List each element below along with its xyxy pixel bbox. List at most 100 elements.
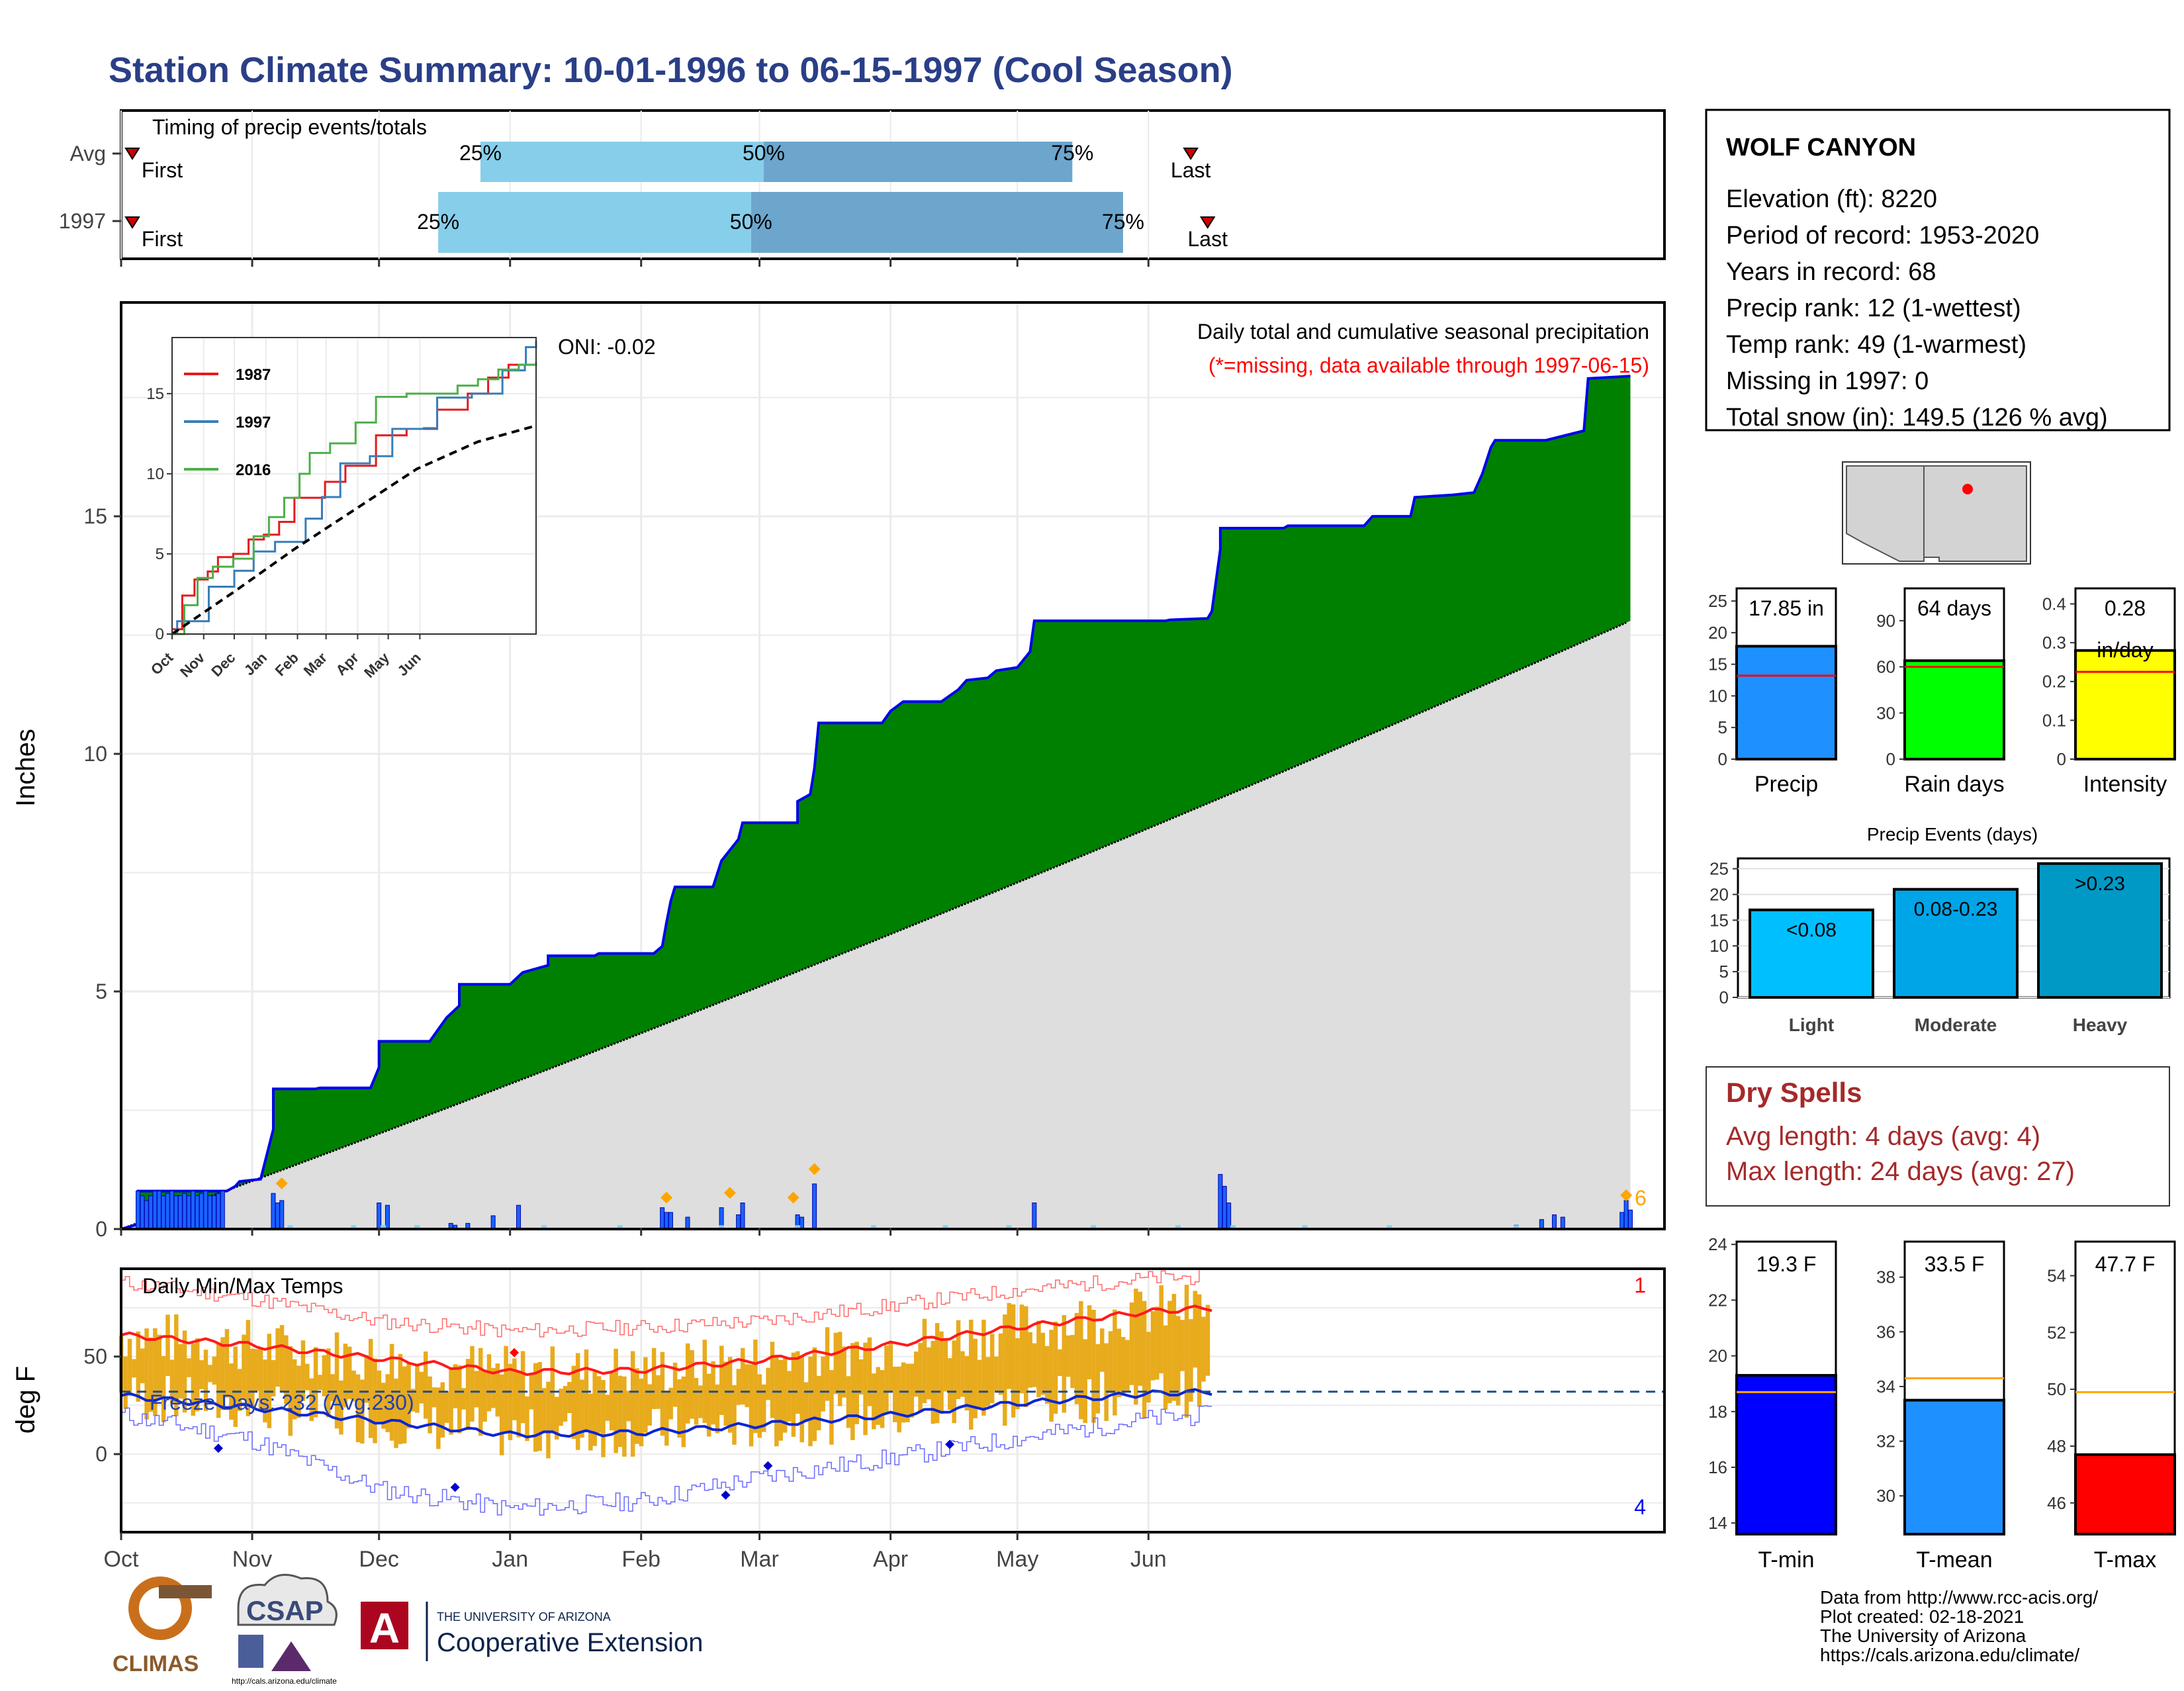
record-min-marker [213, 1443, 223, 1453]
daily-temp-bar [444, 1391, 449, 1423]
events-category-1: Moderate [1915, 1015, 1997, 1035]
csap-logo[interactable]: CSAP http://cals.arizona.edu/climate [232, 1573, 338, 1686]
events-bar-Heavy [2037, 862, 2163, 999]
daily-temp-bar [1079, 1301, 1083, 1420]
trace-precip-bar [1230, 1225, 1236, 1229]
daily-temp-bar [491, 1367, 496, 1408]
daily-temp-bar [195, 1338, 200, 1412]
daily-temp-bar [799, 1355, 804, 1443]
events-ytick-label: 20 [1709, 884, 1729, 904]
daily-temp-bar [745, 1364, 749, 1408]
daily-temp-bar [1015, 1338, 1020, 1410]
footer-line-3: The University of Arizona [1820, 1625, 2026, 1646]
daily-temp-bar [922, 1318, 927, 1404]
daily-temp-bar [741, 1348, 745, 1404]
oni-label: ONI: -0.02 [558, 335, 656, 359]
daily-temp-bar [541, 1388, 547, 1433]
daily-temp-bar [880, 1370, 885, 1428]
csap-url: http://cals.arizona.edu/climate [232, 1676, 337, 1686]
temp-stat-ytick-label: 22 [1708, 1290, 1727, 1310]
daily-temp-bar [127, 1338, 132, 1396]
daily-precip-bar [740, 1203, 745, 1230]
daily-temp-bar [495, 1363, 500, 1417]
daily-precip-bar [271, 1193, 276, 1230]
temp-stat-ytick-label: 24 [1708, 1234, 1727, 1254]
stat-unit-2: in/day [2097, 638, 2153, 662]
ua-cooperative-extension-logo[interactable]: A THE UNIVERSITY OF ARIZONA Cooperative … [361, 1602, 703, 1661]
station-years: Years in record: 68 [1726, 258, 1936, 286]
timing-bar-Avg-q1 [480, 142, 764, 182]
daily-temp-bar [318, 1375, 322, 1391]
station-name: WOLF CANYON [1726, 134, 1916, 161]
daily-temp-bar [888, 1343, 893, 1393]
dry-spells-box: Dry Spells Avg length: 4 days (avg: 4) M… [1706, 1066, 2170, 1207]
daily-temp-bar [1205, 1304, 1210, 1376]
month-label-Feb: Feb [621, 1547, 660, 1572]
month-label-Jun: Jun [1130, 1547, 1167, 1572]
daily-temp-bar [651, 1348, 657, 1410]
daily-precip-bar [736, 1214, 741, 1230]
trace-precip-bar [1006, 1225, 1012, 1229]
temp-stat-ytick-label: 54 [2047, 1265, 2066, 1285]
daily-precip-bar [1619, 1212, 1625, 1230]
daily-temp-bar [614, 1348, 618, 1453]
daily-precip-bar [216, 1193, 221, 1230]
daily-temp-bar [402, 1366, 407, 1443]
station-temp-rank: Temp rank: 49 (1-warmest) [1726, 331, 2026, 359]
csap-mountain-icon [271, 1641, 311, 1671]
record-min-count: 4 [1634, 1495, 1646, 1519]
temp-stat-ytick-label: 20 [1708, 1346, 1727, 1366]
precip-ylabel: Inches [11, 729, 40, 807]
stat-ytick-label: 5 [1718, 717, 1727, 737]
avg-tmax-line [120, 1304, 1212, 1377]
daily-temp-bar [664, 1391, 669, 1446]
daily-temp-bar [778, 1359, 784, 1441]
daily-temp-bar [685, 1343, 690, 1424]
trace-precip-bar [414, 1225, 420, 1229]
climas-logo[interactable]: CLIMAS [113, 1577, 212, 1676]
daily-temp-bar [1100, 1328, 1105, 1372]
daily-temp-bar [876, 1367, 880, 1425]
daily-temp-bar [284, 1335, 289, 1404]
daily-temp-bar [825, 1327, 830, 1401]
stat-ytick-label: 25 [1708, 591, 1727, 611]
precip-anomaly-marker [1620, 1189, 1633, 1201]
events-bar-Light [1749, 908, 1874, 999]
stat-ytick-label: 0 [2057, 749, 2066, 769]
daily-precip-bar [199, 1193, 204, 1230]
temp-bar-T-min [1735, 1374, 1837, 1535]
daily-precip-bar [161, 1195, 166, 1230]
temp-stat-ytick-label: 30 [1876, 1486, 1895, 1506]
daily-temp-bar [432, 1387, 437, 1408]
trace-precip-bar [1387, 1225, 1392, 1229]
daily-temp-bar [563, 1386, 568, 1422]
daily-temp-bar [630, 1351, 635, 1457]
temp-stat-ytick-label: 38 [1876, 1267, 1895, 1287]
daily-temp-bar [191, 1344, 196, 1416]
daily-temp-bar [326, 1348, 331, 1418]
daily-temp-bar [144, 1328, 149, 1420]
daily-temp-bar [394, 1378, 398, 1448]
daily-temp-bar [592, 1371, 597, 1446]
temp-bar-T-mean [1903, 1398, 2005, 1536]
daily-temp-bar [470, 1346, 475, 1422]
trace-precip-bar [287, 1225, 293, 1229]
inset-ytick-label: 5 [156, 545, 164, 563]
daily-temp-bar [373, 1358, 377, 1443]
timing-1997-p50-label: 50% [730, 210, 772, 234]
stat-ytick-label: 0.3 [2042, 633, 2066, 653]
daily-temp-bar [486, 1354, 492, 1412]
daily-temp-bar [1019, 1304, 1024, 1394]
stat-ytick-label: 20 [1708, 623, 1727, 643]
daily-temp-bar [1028, 1332, 1032, 1388]
record-max-line [121, 1268, 1212, 1338]
stat-bar-Precip [1735, 645, 1837, 761]
daily-temp-bar [782, 1358, 788, 1433]
daily-temp-bar [224, 1329, 230, 1398]
dry-spells-max: Max length: 24 days (avg: 27) [1726, 1157, 2075, 1186]
temp-stat-value-2: 47.7 F [2095, 1252, 2156, 1276]
daily-temp-bar [423, 1351, 428, 1419]
precip-panel: 0 5 10 15 Inches Daily total and cumulative… [11, 301, 1666, 1241]
daily-precip-bar [169, 1191, 175, 1230]
